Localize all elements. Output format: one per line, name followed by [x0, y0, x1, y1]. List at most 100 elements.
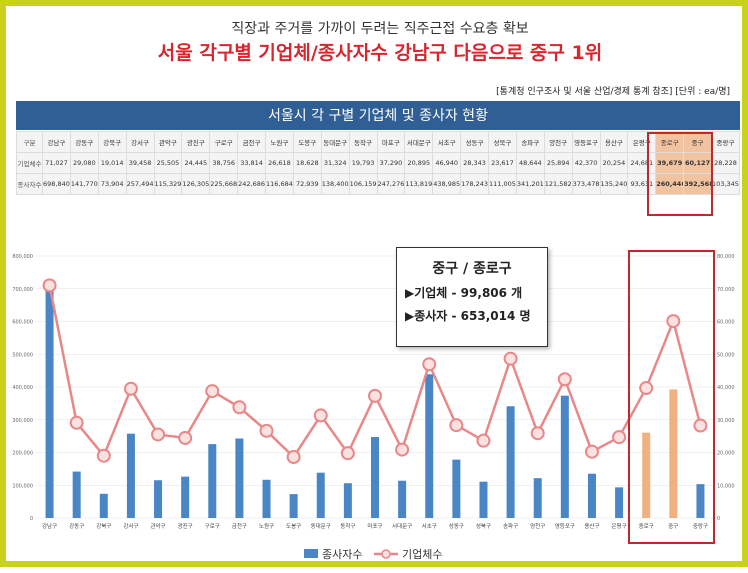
bar [208, 444, 217, 518]
table-cell: 113,819 [404, 173, 434, 195]
table-cell: 115,329 [153, 173, 183, 195]
y-right-tick-label: 40,000 [717, 385, 735, 391]
line-point [42, 278, 57, 293]
legend-bar-label: 종사자수 [322, 548, 362, 561]
legend-bar-swatch [304, 549, 318, 558]
x-tick-label: 도봉구 [286, 523, 301, 530]
bar [669, 389, 678, 518]
x-tick-label: 서초구 [422, 522, 437, 530]
y-left-tick-label: 700,000 [12, 287, 33, 293]
line-series [48, 285, 702, 459]
line-point [178, 430, 193, 445]
y-left-tick-label: 100,000 [12, 483, 33, 489]
table-cell: 242,686 [237, 173, 266, 195]
line-point [259, 423, 274, 438]
x-tick-label: 송파구 [503, 522, 518, 530]
y-right-tick-label: 70,000 [717, 287, 735, 293]
x-tick-label: 노원구 [259, 522, 274, 530]
callout-title: 중구 / 종로구 [432, 261, 512, 277]
x-tick-label: 강서구 [123, 522, 138, 530]
callout-companies: ▶기업체 - 99,806 개 [405, 286, 523, 300]
bar [262, 479, 271, 518]
row-header: 종사자수 [16, 173, 43, 195]
chart-highlight-box [628, 250, 715, 544]
table-cell: 138,400 [320, 173, 350, 195]
combo-chart: 0 100,000 200,000 300,000 400,000 500,000 600,… [12, 254, 735, 561]
line-point [151, 427, 166, 442]
x-tick-label: 성북구 [476, 522, 491, 530]
stats-table: 서울시 각 구별 기업체 및 종사자 현황 구분 강남구 강동구 강북구 강서구 관악구 광… [16, 101, 740, 195]
callout-employees: ▶종사자 - 653,014 명 [405, 309, 531, 323]
line-point [340, 446, 355, 461]
bar [506, 406, 515, 518]
data-table: 구분 강남구 강동구 강북구 강서구 관악구 광진구 구로구 금천구 노원구 도봉구 동대문구 동작구 마… [16, 131, 740, 195]
x-tick-label: 양천구 [530, 522, 545, 530]
page-subtitle: 직장과 주거를 가까이 두려는 직주근접 수요층 확보 [231, 21, 529, 37]
line-point [476, 433, 491, 448]
line-point [123, 381, 138, 396]
table-cell: 106,159 [348, 173, 378, 195]
y-left-tick-label: 200,000 [12, 451, 33, 457]
line-point [639, 381, 654, 396]
line-point [693, 418, 708, 433]
y-right-tick-label: 50,000 [717, 352, 735, 358]
line-point [422, 357, 437, 372]
x-tick-label: 동작구 [340, 523, 355, 530]
table-cell: 260,446 [655, 173, 685, 195]
line-point [449, 418, 464, 433]
table-cell: 103,345 [711, 173, 740, 195]
x-tick-label: 중구 [668, 523, 678, 530]
bar [479, 481, 488, 518]
x-tick-label: 용산구 [584, 522, 599, 530]
x-tick-label: 관악구 [150, 522, 165, 530]
bar [154, 480, 163, 518]
bar [289, 494, 298, 518]
y-left-tick-label: 800,000 [12, 254, 33, 260]
bar [126, 433, 135, 518]
bar [316, 472, 325, 518]
y-left-tick-label: 0 [30, 516, 33, 522]
bar [398, 480, 407, 518]
line-point [313, 408, 328, 423]
y-left-tick-label: 600,000 [12, 320, 33, 326]
summary-callout: 중구 / 종로구 ▶기업체 - 99,806 개 ▶종사자 - 653,014 … [396, 247, 548, 347]
y-left-tick-label: 400,000 [12, 385, 33, 391]
y-right-tick-label: 60,000 [717, 320, 735, 326]
bar [343, 483, 352, 518]
bar [72, 471, 81, 518]
bar [99, 493, 108, 518]
line-point [584, 444, 599, 459]
bar [642, 432, 651, 518]
line-point [69, 415, 84, 430]
x-tick-label: 종로구 [639, 523, 654, 530]
x-tick-label: 구로구 [205, 523, 220, 530]
line-point [503, 351, 518, 366]
y-right-tick-label: 80,000 [717, 254, 735, 260]
table-cell: 성동구 [460, 131, 489, 153]
y-right-tick-label: 30,000 [717, 418, 735, 424]
table-highlight-box [647, 132, 713, 216]
bar [560, 395, 569, 518]
line-point [286, 449, 301, 464]
y-right-tick-label: 20,000 [717, 451, 735, 457]
y-right-tick-label: 10,000 [717, 483, 735, 489]
line-point [96, 448, 111, 463]
line-point [395, 442, 410, 457]
table-cell: 392,568 [683, 173, 712, 195]
bar [45, 289, 54, 518]
y-left-tick-label: 500,000 [12, 352, 33, 358]
table-cell: 72,939 [292, 173, 322, 195]
table-title: 서울시 각 구별 기업체 및 종사자 현황 [16, 101, 740, 131]
table-row-companies: 기업체수 71,027 29,080 19,014 39,458 25,505 24,445… [16, 152, 740, 174]
x-tick-label: 중랑구 [693, 523, 708, 530]
legend-line-marker [381, 549, 391, 559]
x-tick-label: 영등포구 [555, 522, 575, 530]
legend-line-label: 기업체수 [402, 548, 442, 561]
bar [181, 476, 190, 518]
line-point [557, 372, 572, 387]
line-point [205, 384, 220, 399]
line-point [368, 388, 382, 403]
line-point [530, 426, 545, 441]
x-tick-label: 광진구 [178, 522, 193, 530]
